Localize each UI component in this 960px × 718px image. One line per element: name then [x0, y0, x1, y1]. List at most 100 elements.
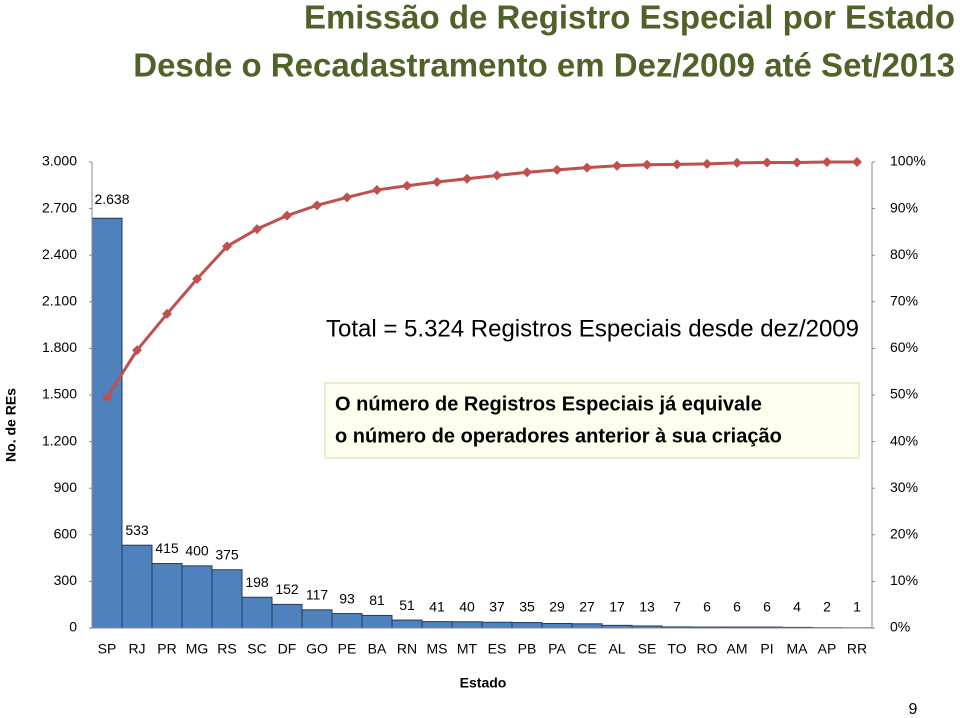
- annotation: O número de Registros Especiais já equiv…: [335, 393, 762, 415]
- value-label: 27: [579, 599, 595, 615]
- value-label: 37: [489, 599, 505, 615]
- x-tick-label: RN: [397, 641, 417, 657]
- y2-tick-label: 30%: [890, 479, 918, 495]
- cumulative-marker: [612, 160, 622, 171]
- x-tick-label: BA: [368, 641, 387, 657]
- chart-subtitle: Desde o Recadastramento em Dez/2009 até …: [133, 47, 955, 84]
- x-tick-label: SE: [638, 641, 657, 657]
- x-tick-label: TO: [667, 641, 686, 657]
- bar: [151, 563, 183, 629]
- cumulative-marker: [822, 157, 832, 167]
- cumulative-marker: [492, 170, 502, 181]
- y2-tick-label: 80%: [890, 246, 918, 262]
- bar: [121, 544, 153, 629]
- x-tick-label: AM: [727, 641, 748, 657]
- cumulative-marker: [252, 224, 262, 235]
- value-label: 29: [549, 599, 565, 615]
- value-label: 41: [429, 598, 445, 614]
- y2-tick-label: 60%: [890, 339, 918, 355]
- value-label: 375: [215, 546, 239, 562]
- cumulative-marker: [642, 159, 652, 170]
- y-tick-label: 1.500: [42, 386, 77, 402]
- value-label: 6: [763, 599, 771, 615]
- cumulative-marker: [222, 241, 232, 252]
- y-tick-label: 0: [69, 619, 77, 635]
- bar: [241, 596, 273, 629]
- value-label: 2.638: [94, 191, 129, 207]
- cumulative-marker: [552, 164, 562, 175]
- value-label: 93: [339, 590, 355, 606]
- value-label: 1: [853, 599, 861, 615]
- annotation: Total = 5.324 Registros Especiais desde …: [326, 315, 859, 342]
- bar: [541, 622, 573, 629]
- bar: [451, 621, 483, 629]
- x-axis-title: Estado: [460, 675, 507, 691]
- value-label: 2: [823, 599, 831, 615]
- x-tick-label: PE: [338, 641, 357, 657]
- cumulative-marker: [312, 200, 322, 211]
- cumulative-marker: [372, 184, 382, 195]
- cumulative-marker: [732, 157, 742, 168]
- value-label: 51: [399, 597, 415, 613]
- bar: [421, 621, 453, 629]
- value-label: 152: [275, 581, 299, 597]
- cumulative-marker: [132, 345, 142, 356]
- x-tick-label: AL: [608, 641, 625, 657]
- y2-tick-label: 50%: [890, 386, 918, 402]
- y-axis-title: No. de REs: [3, 388, 19, 462]
- x-tick-label: MT: [457, 641, 478, 657]
- cumulative-marker: [582, 162, 592, 173]
- value-label: 6: [703, 599, 711, 615]
- value-label: 4: [793, 599, 801, 615]
- bar: [211, 569, 243, 629]
- y-tick-label: 2.700: [42, 199, 77, 215]
- cumulative-marker: [102, 392, 112, 403]
- y2-tick-label: 20%: [890, 526, 918, 542]
- cumulative-marker: [432, 177, 442, 188]
- x-tick-label: MS: [427, 641, 448, 657]
- x-tick-label: SC: [247, 641, 266, 657]
- bar: [301, 609, 333, 629]
- value-label: 40: [459, 598, 475, 614]
- value-label: 7: [673, 599, 681, 615]
- x-tick-label: CE: [577, 641, 596, 657]
- y-tick-label: 3.000: [42, 153, 77, 169]
- x-tick-label: PR: [157, 641, 176, 657]
- y-tick-label: 900: [54, 479, 78, 495]
- x-tick-label: PB: [518, 641, 537, 657]
- x-tick-label: PA: [548, 641, 566, 657]
- x-tick-label: PI: [760, 641, 773, 657]
- y-tick-label: 1.200: [42, 432, 77, 448]
- page-number: 9: [909, 701, 918, 718]
- x-tick-label: DF: [278, 641, 297, 657]
- cumulative-marker: [192, 273, 202, 284]
- bar: [181, 565, 213, 629]
- x-tick-label: MG: [186, 641, 209, 657]
- y-tick-label: 300: [54, 572, 78, 588]
- cumulative-marker: [792, 157, 802, 168]
- cumulative-marker: [462, 173, 472, 184]
- x-tick-label: RS: [217, 641, 236, 657]
- value-label: 35: [519, 599, 535, 615]
- cumulative-marker: [402, 180, 412, 191]
- y-tick-label: 2.400: [42, 246, 77, 262]
- value-label: 17: [609, 599, 625, 615]
- y2-tick-label: 90%: [890, 199, 918, 215]
- bar: [391, 619, 423, 629]
- bar: [361, 614, 393, 629]
- x-tick-label: SP: [98, 641, 117, 657]
- cumulative-marker: [852, 157, 862, 167]
- bar: [91, 217, 123, 629]
- bar: [481, 621, 513, 629]
- value-label: 6: [733, 599, 741, 615]
- bar: [571, 623, 603, 629]
- cumulative-marker: [702, 158, 712, 169]
- bar: [271, 603, 303, 629]
- cumulative-marker: [342, 192, 352, 203]
- x-tick-label: GO: [306, 641, 328, 657]
- y-tick-label: 600: [54, 526, 78, 542]
- annotation: o número de operadores anterior à sua cr…: [335, 425, 782, 447]
- y2-tick-label: 0%: [890, 619, 910, 635]
- chart-title: Emissão de Registro Especial por Estado: [304, 0, 955, 36]
